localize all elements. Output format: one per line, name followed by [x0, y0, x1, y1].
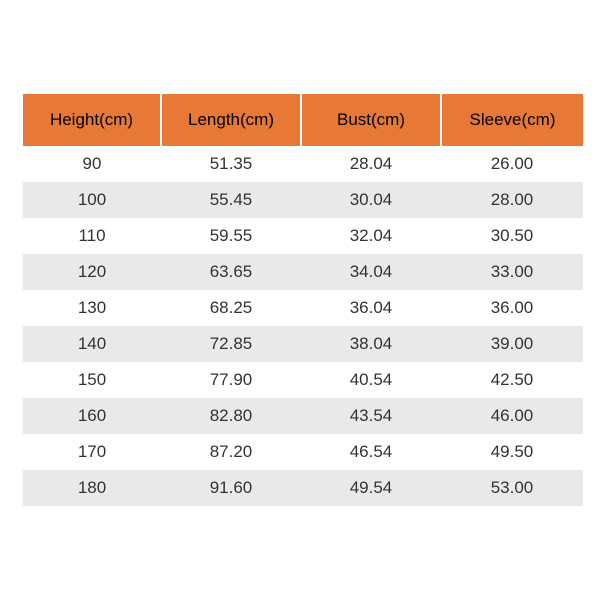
table-row: 10055.4530.0428.00 [23, 182, 583, 218]
table-cell: 26.00 [441, 146, 583, 182]
table-cell: 140 [23, 326, 161, 362]
table-cell: 38.04 [301, 326, 441, 362]
table-cell: 43.54 [301, 398, 441, 434]
table-cell: 36.00 [441, 290, 583, 326]
table-cell: 90 [23, 146, 161, 182]
table-cell: 49.54 [301, 470, 441, 506]
table-cell: 32.04 [301, 218, 441, 254]
size-table-head: Height(cm)Length(cm)Bust(cm)Sleeve(cm) [23, 94, 583, 146]
column-header: Height(cm) [23, 94, 161, 146]
table-cell: 28.04 [301, 146, 441, 182]
table-cell: 39.00 [441, 326, 583, 362]
table-cell: 87.20 [161, 434, 301, 470]
table-row: 11059.5532.0430.50 [23, 218, 583, 254]
table-cell: 120 [23, 254, 161, 290]
size-chart: Height(cm)Length(cm)Bust(cm)Sleeve(cm) 9… [23, 94, 583, 506]
table-cell: 42.50 [441, 362, 583, 398]
header-row: Height(cm)Length(cm)Bust(cm)Sleeve(cm) [23, 94, 583, 146]
table-cell: 46.54 [301, 434, 441, 470]
table-cell: 150 [23, 362, 161, 398]
table-cell: 59.55 [161, 218, 301, 254]
table-cell: 110 [23, 218, 161, 254]
column-header: Length(cm) [161, 94, 301, 146]
column-header: Bust(cm) [301, 94, 441, 146]
table-row: 18091.6049.5453.00 [23, 470, 583, 506]
table-cell: 91.60 [161, 470, 301, 506]
table-cell: 34.04 [301, 254, 441, 290]
column-header: Sleeve(cm) [441, 94, 583, 146]
table-cell: 30.50 [441, 218, 583, 254]
table-cell: 55.45 [161, 182, 301, 218]
table-cell: 28.00 [441, 182, 583, 218]
size-table: Height(cm)Length(cm)Bust(cm)Sleeve(cm) 9… [23, 94, 583, 506]
table-row: 14072.8538.0439.00 [23, 326, 583, 362]
table-cell: 63.65 [161, 254, 301, 290]
table-row: 15077.9040.5442.50 [23, 362, 583, 398]
table-cell: 51.35 [161, 146, 301, 182]
size-table-body: 9051.3528.0426.0010055.4530.0428.0011059… [23, 146, 583, 506]
table-cell: 68.25 [161, 290, 301, 326]
table-row: 17087.2046.5449.50 [23, 434, 583, 470]
table-cell: 46.00 [441, 398, 583, 434]
table-cell: 100 [23, 182, 161, 218]
table-cell: 72.85 [161, 326, 301, 362]
table-cell: 30.04 [301, 182, 441, 218]
table-cell: 33.00 [441, 254, 583, 290]
table-cell: 82.80 [161, 398, 301, 434]
table-cell: 77.90 [161, 362, 301, 398]
table-cell: 53.00 [441, 470, 583, 506]
table-row: 13068.2536.0436.00 [23, 290, 583, 326]
table-row: 16082.8043.5446.00 [23, 398, 583, 434]
table-cell: 36.04 [301, 290, 441, 326]
table-row: 12063.6534.0433.00 [23, 254, 583, 290]
table-row: 9051.3528.0426.00 [23, 146, 583, 182]
table-cell: 160 [23, 398, 161, 434]
table-cell: 170 [23, 434, 161, 470]
table-cell: 49.50 [441, 434, 583, 470]
table-cell: 130 [23, 290, 161, 326]
table-cell: 180 [23, 470, 161, 506]
table-cell: 40.54 [301, 362, 441, 398]
